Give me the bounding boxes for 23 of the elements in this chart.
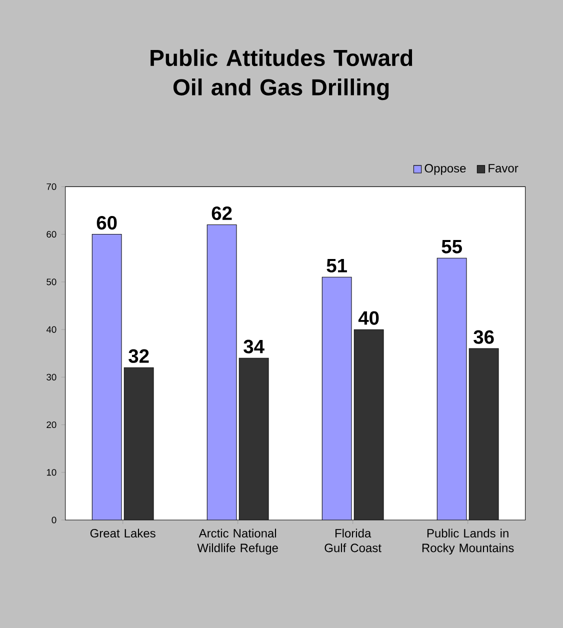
data-label: 32 bbox=[128, 349, 149, 363]
y-tick-label: 70 bbox=[46, 183, 56, 190]
legend-label: Favor bbox=[488, 164, 518, 172]
x-tick-label: Public Lands in Rocky Mountains bbox=[422, 528, 514, 555]
data-label: 51 bbox=[326, 259, 347, 272]
data-label: 36 bbox=[474, 330, 494, 344]
x-tick-label: Florida Gulf Coast bbox=[324, 528, 382, 552]
y-tick-label: 50 bbox=[46, 278, 56, 286]
data-label: 62 bbox=[212, 206, 232, 220]
data-label: 60 bbox=[96, 216, 117, 230]
y-tick-label: 60 bbox=[46, 231, 56, 238]
y-tick-label: 10 bbox=[46, 469, 56, 476]
y-tick-label: 30 bbox=[46, 374, 56, 380]
data-label: 34 bbox=[244, 340, 264, 354]
data-label: 40 bbox=[358, 311, 379, 325]
data-label: 55 bbox=[442, 240, 462, 254]
x-tick-label: Great Lakes bbox=[90, 528, 156, 538]
y-tick-label: 0 bbox=[52, 516, 56, 524]
y-tick-label: 20 bbox=[46, 421, 56, 428]
legend-label: Oppose bbox=[424, 164, 466, 175]
x-tick-label: Arctic National Wildlife Refuge bbox=[197, 528, 278, 555]
y-tick-label: 40 bbox=[46, 326, 56, 333]
chart-title: Public Attitudes Toward Oil and Gas Drilling bbox=[150, 49, 412, 100]
